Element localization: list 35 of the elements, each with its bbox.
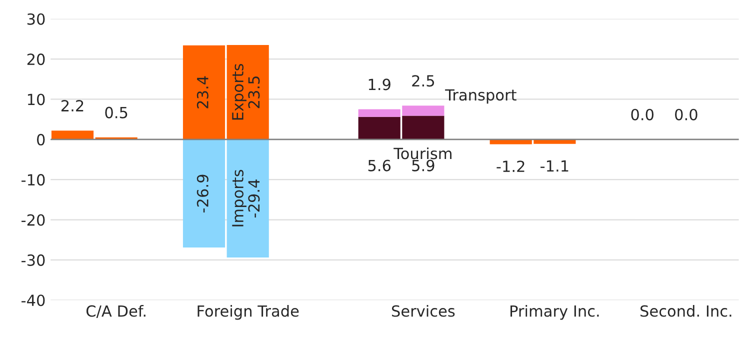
data-label: 2.5 bbox=[412, 75, 434, 87]
y-tick-label: 30 bbox=[27, 13, 45, 25]
x-tick-label: Foreign Trade bbox=[198, 304, 299, 320]
y-tick-label: 20 bbox=[27, 54, 45, 66]
data-label: 5.9 bbox=[412, 160, 434, 172]
series-label: Exports bbox=[232, 64, 246, 120]
bar bbox=[182, 45, 226, 140]
series-label: Imports bbox=[232, 170, 246, 226]
data-label: 5.6 bbox=[368, 160, 391, 172]
y-tick-label: -30 bbox=[22, 254, 45, 266]
x-tick-label: Services bbox=[392, 304, 455, 317]
y-tick-label: -40 bbox=[22, 294, 45, 306]
y-tick-label: -10 bbox=[22, 174, 45, 186]
data-label: 0.5 bbox=[105, 106, 128, 118]
series-label: Tourism bbox=[394, 147, 452, 160]
y-tick-label: -20 bbox=[22, 214, 45, 226]
series-label: Transport bbox=[445, 89, 516, 104]
y-tick-label: 0 bbox=[37, 134, 45, 146]
data-label: 23.4 bbox=[196, 76, 208, 108]
bar bbox=[226, 44, 269, 140]
x-tick-label: Second. Inc. bbox=[640, 304, 732, 317]
y-tick-label: 10 bbox=[28, 94, 45, 106]
data-label: 2.2 bbox=[61, 100, 84, 112]
x-tick-label: C/A Def. bbox=[86, 304, 146, 318]
data-label: -29.4 bbox=[248, 180, 260, 218]
bar bbox=[226, 139, 269, 258]
x-tick-label: Primary Inc. bbox=[510, 304, 599, 320]
data-label: 23.5 bbox=[248, 76, 260, 108]
bar bbox=[182, 139, 226, 248]
data-label: 1.9 bbox=[368, 78, 390, 90]
data-label: -26.9 bbox=[196, 174, 208, 212]
data-label: 0.0 bbox=[675, 108, 698, 120]
data-label: -1.1 bbox=[540, 160, 568, 172]
data-label: 0.0 bbox=[631, 108, 654, 120]
data-label: -1.2 bbox=[496, 160, 524, 172]
